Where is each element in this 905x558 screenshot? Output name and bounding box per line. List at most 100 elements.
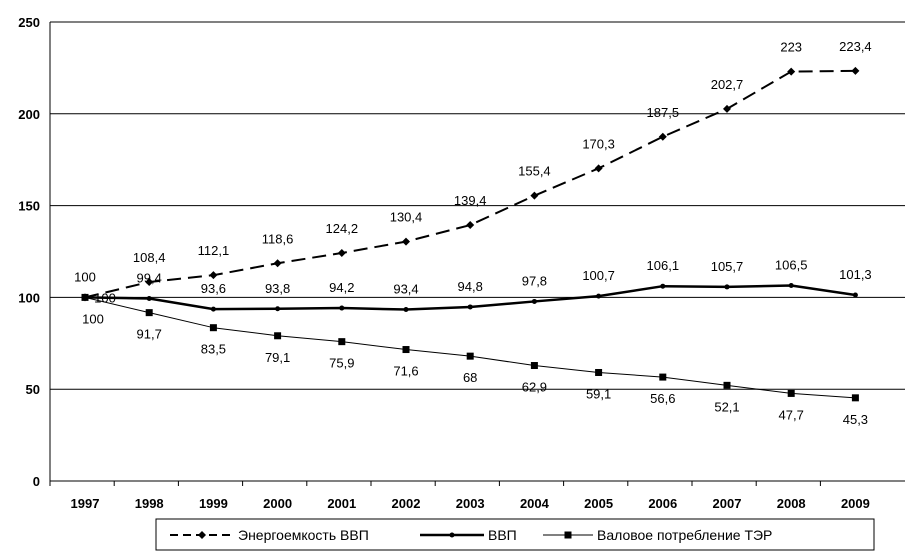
data-label: 68 bbox=[463, 370, 477, 385]
data-label: 100 bbox=[94, 290, 116, 305]
data-point bbox=[851, 394, 859, 402]
data-label: 223,4 bbox=[839, 39, 872, 54]
x-tick-label-2006: 2006 bbox=[648, 496, 677, 511]
data-label: 52,1 bbox=[714, 399, 739, 414]
x-tick-label-1998: 1998 bbox=[135, 496, 164, 511]
data-point bbox=[337, 248, 346, 257]
data-label: 79,1 bbox=[265, 350, 290, 365]
data-label: 97,8 bbox=[522, 273, 547, 288]
data-label: 105,7 bbox=[711, 259, 744, 274]
data-point bbox=[530, 191, 539, 200]
data-label: 71,6 bbox=[393, 364, 418, 379]
data-label: 94,2 bbox=[329, 280, 354, 295]
data-point bbox=[402, 346, 410, 354]
data-point bbox=[659, 373, 667, 381]
data-label: 139,4 bbox=[454, 193, 487, 208]
data-label: 99,4 bbox=[137, 271, 162, 286]
data-point bbox=[787, 389, 795, 397]
data-point bbox=[339, 305, 345, 311]
x-tick-label-2008: 2008 bbox=[777, 496, 806, 511]
data-label: 93,4 bbox=[393, 282, 418, 297]
series-3: 100 91,7 83,5 79,1 75,9 71,6 68 62,9 59,1 56,6 52,… bbox=[81, 293, 868, 427]
x-tick-label-2005: 2005 bbox=[584, 496, 613, 511]
data-point bbox=[209, 324, 217, 332]
data-point bbox=[594, 164, 603, 173]
data-point bbox=[466, 352, 474, 360]
data-label: 108,4 bbox=[133, 250, 166, 265]
data-point bbox=[658, 132, 667, 141]
data-point bbox=[724, 284, 730, 290]
x-tick-label-2001: 2001 bbox=[327, 496, 356, 511]
data-label: 106,1 bbox=[647, 258, 680, 273]
data-label: 100,7 bbox=[582, 268, 615, 283]
data-label: 155,4 bbox=[518, 164, 551, 179]
data-label: 91,7 bbox=[137, 327, 162, 342]
data-label: 106,5 bbox=[775, 257, 808, 272]
x-tick-label-2009: 2009 bbox=[841, 496, 870, 511]
legend-label-2: ВВП bbox=[488, 527, 517, 543]
data-label: 124,2 bbox=[326, 221, 359, 236]
data-point bbox=[851, 66, 860, 75]
data-label: 94,8 bbox=[458, 279, 483, 294]
data-point bbox=[530, 362, 538, 370]
x-tick-label-1999: 1999 bbox=[199, 496, 228, 511]
data-point bbox=[595, 368, 603, 376]
legend-marker-2 bbox=[449, 532, 455, 538]
data-point bbox=[467, 304, 473, 310]
data-point bbox=[273, 259, 282, 268]
data-point bbox=[146, 296, 152, 302]
data-label: 187,5 bbox=[647, 105, 680, 120]
x-tick-label-1997: 1997 bbox=[71, 496, 100, 511]
data-point bbox=[275, 306, 281, 312]
data-label: 223 bbox=[780, 40, 802, 55]
legend-marker-1 bbox=[198, 531, 206, 539]
data-label: 118,6 bbox=[262, 231, 294, 246]
data-label: 62,9 bbox=[522, 380, 547, 395]
data-point bbox=[402, 237, 410, 246]
data-point bbox=[81, 293, 89, 301]
data-label: 93,6 bbox=[201, 281, 226, 296]
data-label: 93,8 bbox=[265, 281, 290, 296]
data-label: 130,4 bbox=[390, 210, 423, 225]
x-tick-label-2004: 2004 bbox=[520, 496, 550, 511]
data-point bbox=[210, 306, 216, 312]
y-tick-label-0: 0 bbox=[33, 474, 40, 489]
data-label: 45,3 bbox=[843, 412, 868, 427]
data-point bbox=[466, 221, 475, 230]
data-point bbox=[403, 307, 409, 313]
data-point bbox=[338, 338, 346, 346]
y-tick-label-200: 200 bbox=[18, 107, 40, 122]
x-tick-label-2007: 2007 bbox=[713, 496, 742, 511]
series-2: 100 99,4 93,6 93,8 94,2 93,4 94,8 97,8 100,7 106,… bbox=[82, 257, 872, 313]
data-label: 59,1 bbox=[586, 386, 611, 401]
series-1: 100 108,4 112,1 118,6 124,2 130,4 139,4 155,4 17… bbox=[74, 39, 872, 302]
data-label: 47,7 bbox=[779, 407, 804, 422]
legend: Энергоемкость ВВП ВВП Валовое потребление … bbox=[155, 518, 875, 551]
data-label: 202,7 bbox=[711, 77, 744, 92]
data-point bbox=[531, 298, 537, 304]
data-point bbox=[788, 282, 794, 288]
data-label: 100 bbox=[82, 311, 104, 326]
data-label: 170,3 bbox=[582, 136, 615, 151]
y-tick-label-50: 50 bbox=[26, 382, 40, 397]
legend-label-3: Валовое потребление ТЭР bbox=[597, 527, 772, 543]
y-tick-label-150: 150 bbox=[18, 199, 40, 214]
data-label: 112,1 bbox=[198, 243, 230, 258]
legend-marker-3 bbox=[564, 531, 572, 539]
data-label: 101,3 bbox=[839, 267, 872, 282]
legend-box bbox=[155, 518, 875, 551]
y-tick-label-100: 100 bbox=[18, 290, 40, 305]
legend-label-1: Энергоемкость ВВП bbox=[238, 527, 369, 543]
data-point bbox=[209, 271, 218, 280]
x-tick-label-2002: 2002 bbox=[392, 496, 421, 511]
data-label: 100 bbox=[74, 269, 96, 284]
data-point bbox=[787, 67, 796, 76]
x-tick-label-2000: 2000 bbox=[263, 496, 292, 511]
data-point bbox=[660, 283, 666, 289]
data-label: 56,6 bbox=[650, 391, 675, 406]
data-point bbox=[852, 292, 858, 298]
y-tick-label-250: 250 bbox=[18, 15, 40, 30]
data-point bbox=[274, 332, 282, 340]
